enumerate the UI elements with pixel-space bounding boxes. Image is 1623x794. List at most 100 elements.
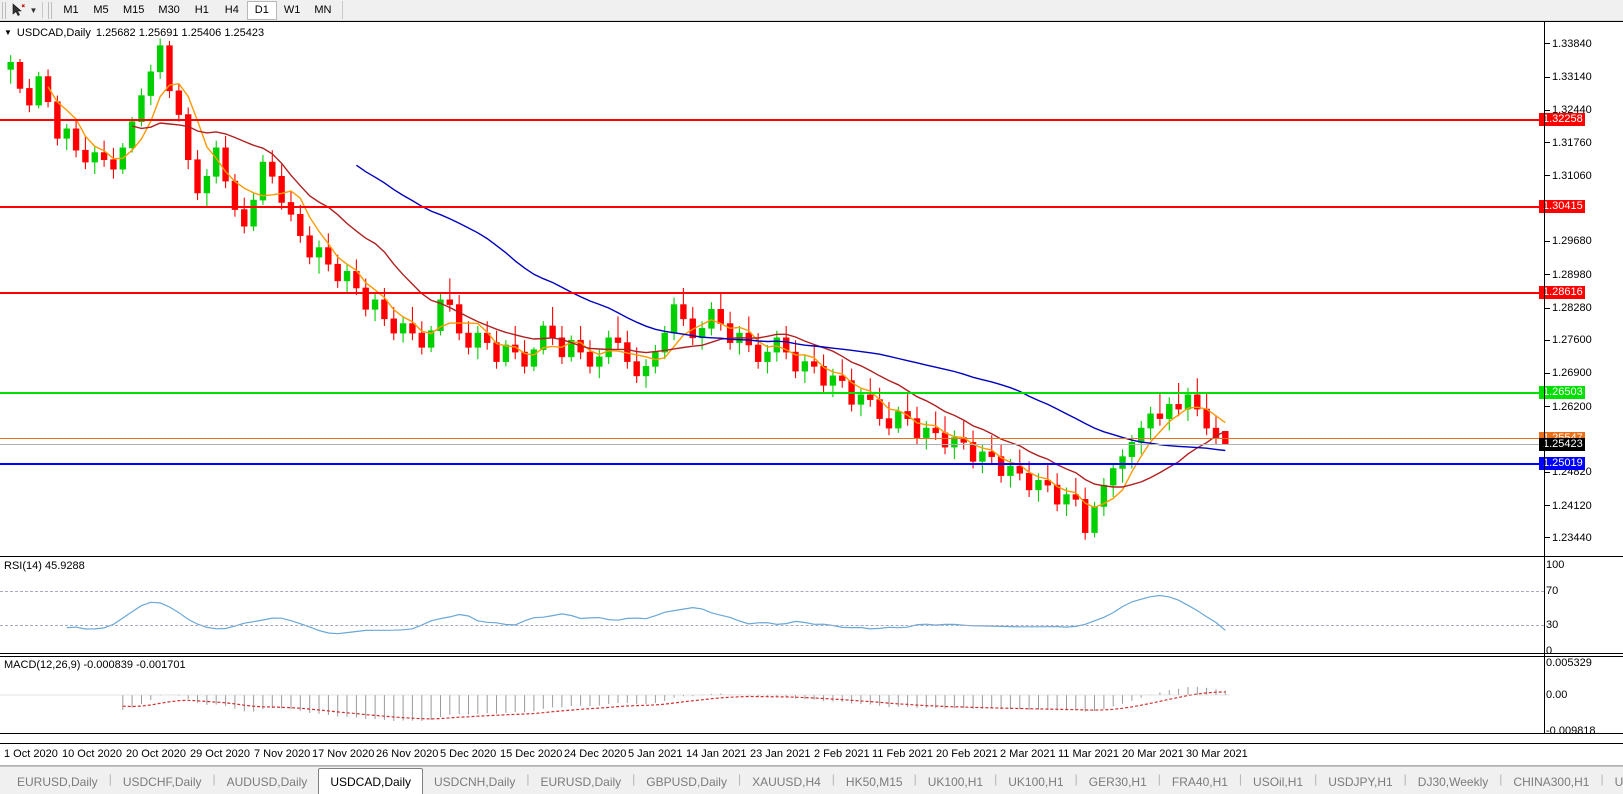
price-level-label-1.26503[interactable]: 1.26503 [1539, 386, 1585, 400]
date-label-16: 2 Mar 2021 [1000, 748, 1056, 760]
date-label-4: 7 Nov 2020 [254, 748, 311, 760]
price-tick-1.28280: 1.28280 [1545, 302, 1592, 313]
level-line-support-blue[interactable] [0, 462, 1544, 465]
level-line-resistance-1[interactable] [0, 118, 1544, 121]
chart-tab-usdcnh-daily[interactable]: USDCNH,Daily [434, 775, 516, 789]
rsi-title: RSI(14) 45.9288 [4, 560, 85, 572]
price-tick-1.31060: 1.31060 [1545, 170, 1592, 181]
chart-tab-ger30-h1[interactable]: GER30,H1 [1088, 775, 1147, 789]
tab-divider: | [831, 772, 835, 786]
chart-tab-gbpusd-daily[interactable]: GBPUSD,Daily [646, 775, 727, 789]
price-tick-1.24120: 1.24120 [1545, 500, 1592, 511]
price-tick-1.24820: 1.24820 [1545, 467, 1592, 478]
rsi-level-30 [0, 625, 1544, 627]
level-line-resistance-3[interactable] [0, 291, 1544, 294]
level-line-resistance-2[interactable] [0, 206, 1544, 209]
level-line-support-green[interactable] [0, 392, 1544, 395]
date-label-3: 29 Oct 2020 [190, 748, 250, 760]
price-level-label-1.30415[interactable]: 1.30415 [1539, 200, 1585, 214]
tab-divider: | [1238, 772, 1243, 786]
toolbar-drag-handle[interactable] [2, 1, 8, 19]
macd-title: MACD(12,26,9) -0.000839 -0.001701 [4, 659, 186, 671]
price-axis[interactable]: 1.33840 1.33140 1.32440 1.31760 1.31060 1.296… [1539, 30, 1623, 554]
date-label-11: 14 Jan 2021 [686, 748, 747, 760]
rsi-panel[interactable]: RSI(14) 45.9288 100 70 30 0 [0, 556, 1623, 654]
price-tick-1.29680: 1.29680 [1545, 236, 1592, 247]
timeframe-button-d1[interactable]: D1 [246, 0, 277, 20]
chart-tab-usoil-h1[interactable]: USOil,H1 [1253, 775, 1304, 789]
timeframe-button-m1[interactable]: M1 [63, 4, 79, 16]
date-label-17: 11 Mar 2021 [1058, 748, 1119, 760]
timeframe-button-m30[interactable]: M30 [158, 4, 180, 16]
chart-tab-uk100-h1[interactable]: UK100,H1 [1008, 775, 1064, 789]
rsi-level-70 [0, 590, 1544, 592]
chart-tab-fra40-h1[interactable]: FRA40,H1 [1171, 775, 1228, 789]
timeframe-button-m5[interactable]: M5 [93, 4, 109, 16]
price-level-label-1.32258[interactable]: 1.32258 [1539, 112, 1585, 126]
tab-list: EURUSD,Daily | USDCHF,Daily | AUDUSD,Daily US… [6, 768, 1623, 794]
chart-tab-china300-h1[interactable]: CHINA300,H1 [1513, 775, 1590, 789]
chart-frame: ▼ USDCAD,Daily 1.25682 1.25691 1.25406 1… [0, 21, 1623, 744]
rsi-plot-area[interactable] [0, 557, 1544, 653]
price-level-label-1.28616[interactable]: 1.28616 [1539, 285, 1585, 299]
timeframe-button-w1[interactable]: W1 [283, 4, 301, 16]
date-label-5: 17 Nov 2020 [312, 748, 375, 760]
price-tick-1.31760: 1.31760 [1545, 137, 1592, 148]
rsi-tick-70: 70 [1546, 584, 1559, 597]
price-plot-area[interactable] [0, 30, 1545, 554]
price-tick-1.26200: 1.26200 [1545, 401, 1592, 412]
chart-tab-hk50-m15[interactable]: HK50,M15 [845, 775, 903, 789]
tab-divider: | [1403, 772, 1407, 786]
candlestick-svg [7, 38, 1229, 540]
timeframe-button-h1[interactable]: H1 [194, 4, 209, 16]
tab-divider: | [737, 772, 742, 786]
level-line-level-orange[interactable] [0, 437, 1544, 439]
chart-ohlc-values: 1.25682 1.25691 1.25406 1.25423 [95, 27, 265, 39]
date-label-0: 1 Oct 2020 [4, 748, 58, 760]
price-tick-1.28980: 1.28980 [1545, 269, 1592, 280]
price-tick-1.33140: 1.33140 [1545, 72, 1592, 83]
rsi-tick-100: 100 [1546, 559, 1565, 571]
chart-tab-u[interactable]: U [1614, 775, 1623, 789]
macd-panel[interactable]: MACD(12,26,9) -0.000839 -0.001701 0.0053… [0, 656, 1623, 734]
date-label-1: 10 Oct 2020 [62, 748, 122, 760]
date-label-6: 26 Nov 2020 [376, 748, 439, 760]
chart-tab-uk100-h1[interactable]: UK100,H1 [927, 775, 984, 789]
price-panel[interactable]: 1.33840 1.33140 1.32440 1.31760 1.31060 1.296… [0, 30, 1623, 554]
timeframe-button-h4[interactable]: H4 [224, 4, 239, 16]
price-level-label-1.25423[interactable]: 1.25423 [1539, 437, 1585, 451]
chevron-down-icon[interactable]: ▼ [29, 5, 38, 15]
chart-tab-eurusd-daily[interactable]: EURUSD,Daily [540, 775, 622, 789]
date-label-14: 11 Feb 2021 [872, 748, 933, 760]
timeframe-button-m15[interactable]: M15 [123, 4, 145, 16]
macd-plot-area[interactable] [0, 657, 1544, 733]
chart-tab-usdcad-daily[interactable]: USDCAD,Daily [318, 768, 423, 794]
crosshair-cursor-icon[interactable] [8, 1, 28, 20]
chart-tab-dj30-weekly[interactable]: DJ30,Weekly [1417, 775, 1489, 789]
tab-divider: | [913, 772, 917, 786]
tab-divider: | [108, 772, 112, 786]
chart-tab-xauusd-h4[interactable]: XAUUSD,H4 [752, 775, 821, 789]
caret-down-icon[interactable]: ▼ [4, 28, 12, 37]
date-label-12: 23 Jan 2021 [750, 748, 811, 760]
rsi-tick-0: 0 [1546, 645, 1553, 654]
chart-tab-usdjpy-h1[interactable]: USDJPY,H1 [1328, 775, 1393, 789]
chart-tab-usdchf-daily[interactable]: USDCHF,Daily [122, 775, 202, 789]
tab-divider: | [1499, 772, 1503, 786]
price-tick-1.33840: 1.33840 [1545, 38, 1592, 49]
price-level-label-1.25019[interactable]: 1.25019 [1539, 456, 1585, 470]
tab-divider: | [632, 772, 636, 786]
chart-tab-audusd-daily[interactable]: AUDUSD,Daily [226, 775, 308, 789]
level-line-current-price[interactable] [0, 443, 1544, 445]
chart-tab-eurusd-daily[interactable]: EURUSD,Daily [17, 775, 98, 789]
timeframe-drag-handle[interactable] [48, 1, 54, 19]
timeframe-button-group: M1 M5 M15 M30 H1 H4 D1 W1 MN [56, 0, 338, 21]
tab-divider: | [526, 772, 530, 786]
tab-divider: | [994, 772, 998, 786]
price-tick-1.27600: 1.27600 [1545, 335, 1592, 346]
macd-histogram-svg [0, 686, 1230, 721]
chart-tab-bar: EURUSD,Daily | USDCHF,Daily | AUDUSD,Daily US… [0, 766, 1623, 794]
timeframe-button-mn[interactable]: MN [314, 4, 332, 16]
date-label-7: 5 Dec 2020 [440, 748, 497, 760]
